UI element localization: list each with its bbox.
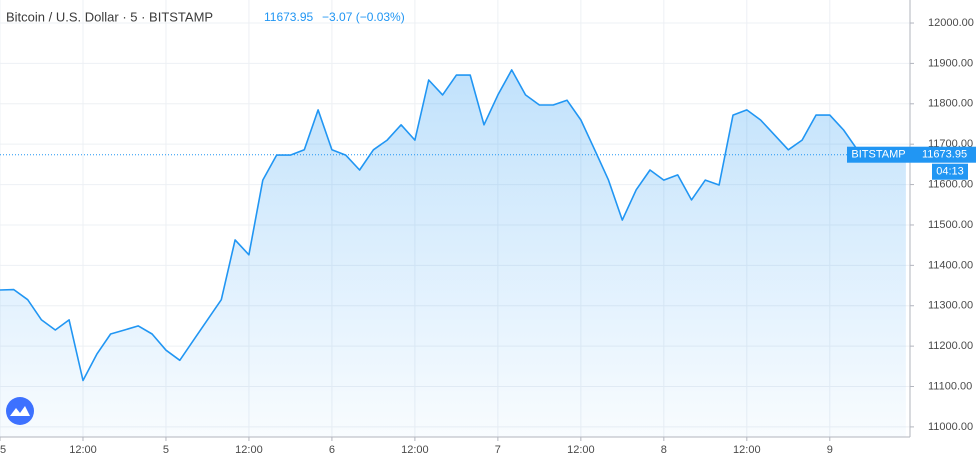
- countdown-bg: [932, 163, 968, 180]
- x-tick-label: 05: [0, 444, 6, 456]
- y-tick-label: 11300.00: [928, 300, 973, 312]
- last-price-bg: [910, 146, 976, 163]
- x-tick-label: 6: [329, 444, 335, 456]
- price-tag-bg: [847, 146, 910, 163]
- y-tick-label: 11100.00: [928, 380, 972, 392]
- countdown: 04:13: [936, 166, 964, 178]
- y-tick-label: 11500.00: [928, 219, 973, 231]
- x-tick-label: 12:00: [401, 444, 429, 456]
- x-tick-label: 9: [827, 444, 833, 456]
- x-tick-label: 12:00: [69, 444, 97, 456]
- x-tick-label: 12:00: [733, 444, 761, 456]
- y-tick-label: 11200.00: [928, 340, 973, 352]
- y-tick-label: 11400.00: [928, 259, 973, 271]
- chart-title: Bitcoin / U.S. Dollar · 5 · BITSTAMP: [6, 9, 213, 24]
- header-change: −3.07 (−0.03%): [322, 10, 405, 24]
- x-tick-label: 7: [495, 444, 501, 456]
- x-tick-label: 12:00: [235, 444, 263, 456]
- area-fill: [0, 69, 906, 438]
- y-tick-label: 11000.00: [928, 421, 973, 433]
- logo[interactable]: [6, 397, 34, 425]
- x-tick-label: 5: [163, 444, 169, 456]
- y-tick-label: 11600.00: [928, 178, 973, 190]
- last-price-label: 11673.95: [922, 149, 967, 161]
- y-tick-label: 11800.00: [928, 98, 973, 110]
- price-line: [0, 69, 907, 382]
- y-tick-label: 11900.00: [928, 57, 973, 69]
- x-tick-label: 12:00: [567, 444, 595, 456]
- price-tag: BITSTAMP: [851, 149, 905, 161]
- header-price: 11673.95: [264, 10, 313, 24]
- x-tick-label: 8: [661, 444, 667, 456]
- y-tick-label: 12000.00: [928, 17, 974, 29]
